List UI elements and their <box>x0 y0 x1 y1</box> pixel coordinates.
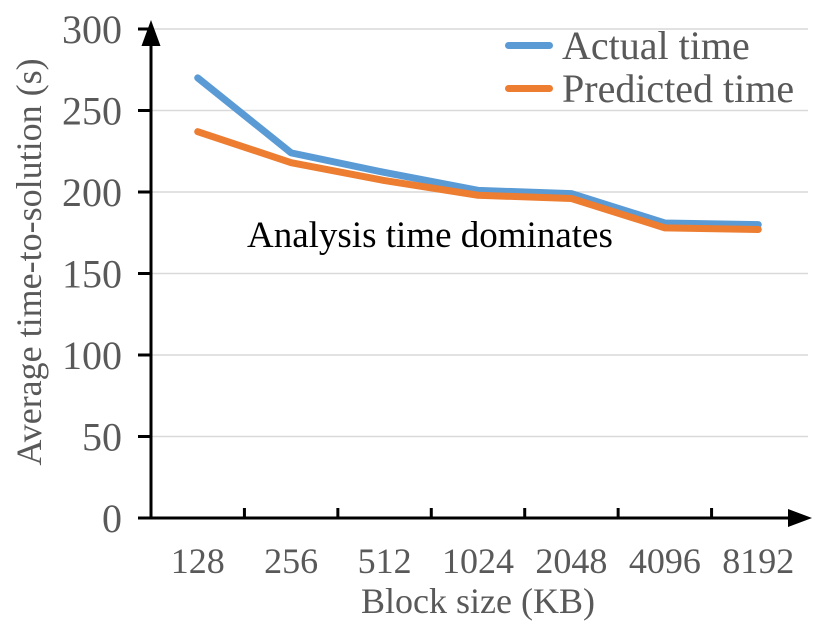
y-tick-label: 50 <box>82 415 122 460</box>
x-tick-label: 128 <box>171 541 225 581</box>
x-tick-label: 4096 <box>629 541 701 581</box>
chart-legend: Actual time Predicted time <box>505 24 794 110</box>
legend-label-actual: Actual time <box>562 22 750 68</box>
x-axis-title: Block size (KB) <box>361 581 595 621</box>
x-tick-label: 8192 <box>722 541 794 581</box>
y-tick-label: 250 <box>62 89 122 134</box>
x-tick-label: 2048 <box>535 541 607 581</box>
legend-label-predicted: Predicted time <box>562 65 795 111</box>
y-axis-title: Average time-to-solution (s) <box>9 58 49 466</box>
legend-line-swatch-actual-icon <box>505 42 553 49</box>
x-axis-arrow-icon <box>788 509 812 527</box>
series-line-predicted-time <box>194 128 762 233</box>
legend-item-actual-time: Actual time <box>505 24 794 67</box>
y-axis-arrow-icon <box>141 20 161 46</box>
x-tick-label: 256 <box>264 541 318 581</box>
series-line-actual-time <box>194 74 762 229</box>
x-tick-label: 512 <box>358 541 412 581</box>
legend-line-swatch-predicted-icon <box>505 85 553 92</box>
y-tick-label: 100 <box>62 333 122 378</box>
legend-item-predicted-time: Predicted time <box>505 67 794 110</box>
y-tick-label: 150 <box>62 252 122 297</box>
x-tick-label: 1024 <box>442 541 514 581</box>
y-tick-label: 200 <box>62 170 122 215</box>
y-tick-label: 0 <box>102 496 122 541</box>
chart-annotation: Analysis time dominates <box>247 215 613 256</box>
y-tick-label: 300 <box>62 7 122 52</box>
